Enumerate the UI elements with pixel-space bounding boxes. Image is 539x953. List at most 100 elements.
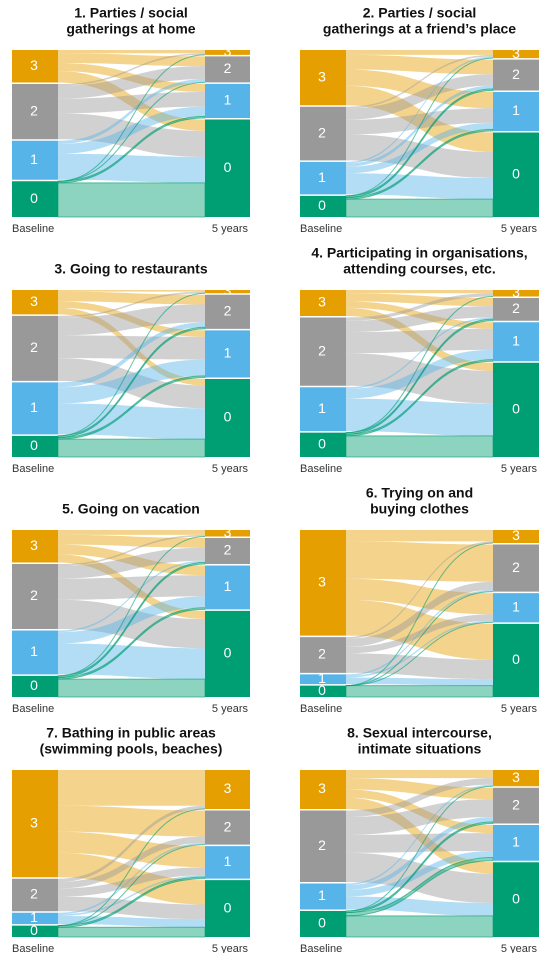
node-label: 1 bbox=[30, 399, 38, 415]
node bbox=[493, 50, 539, 59]
flow bbox=[346, 590, 493, 676]
flow bbox=[346, 108, 493, 135]
node bbox=[493, 593, 539, 623]
node bbox=[205, 770, 250, 809]
node-label: 2 bbox=[512, 796, 520, 812]
flow bbox=[346, 541, 493, 582]
x-label: 5 years bbox=[212, 943, 249, 953]
x-label: Baseline bbox=[12, 223, 54, 235]
node-label: 0 bbox=[30, 922, 38, 938]
flow bbox=[58, 599, 205, 649]
flow bbox=[57, 678, 206, 698]
node-label: 3 bbox=[224, 780, 232, 796]
flow bbox=[58, 852, 205, 905]
node-label: 1 bbox=[224, 92, 232, 108]
flow bbox=[346, 599, 493, 660]
flow bbox=[58, 875, 205, 916]
x-label: Baseline bbox=[300, 223, 342, 235]
node-label: 2 bbox=[30, 102, 38, 118]
flow bbox=[346, 770, 493, 779]
flow bbox=[346, 578, 493, 615]
node bbox=[300, 810, 346, 882]
node bbox=[205, 290, 250, 294]
node bbox=[12, 675, 58, 697]
node bbox=[300, 770, 346, 809]
node bbox=[12, 770, 58, 878]
node-label: 3 bbox=[224, 43, 232, 59]
flow bbox=[346, 349, 493, 399]
flow bbox=[57, 438, 206, 458]
node-label: 1 bbox=[318, 670, 326, 686]
node bbox=[205, 119, 250, 217]
chart-title: attending courses, etc. bbox=[343, 261, 495, 277]
flows bbox=[57, 50, 206, 218]
flow bbox=[58, 301, 205, 337]
node bbox=[300, 387, 346, 432]
flow bbox=[346, 851, 493, 897]
node-label: 3 bbox=[30, 293, 38, 309]
flow bbox=[58, 831, 205, 868]
flow bbox=[346, 778, 493, 800]
flows bbox=[57, 770, 206, 938]
node-label: 3 bbox=[318, 294, 326, 310]
flow bbox=[58, 534, 205, 566]
flow bbox=[346, 530, 493, 542]
flow bbox=[58, 836, 205, 889]
node bbox=[493, 298, 539, 321]
node-label: 3 bbox=[224, 282, 232, 298]
panel: 8. Sexual intercourse,intimate situation… bbox=[300, 725, 539, 953]
flow bbox=[346, 541, 493, 639]
node bbox=[205, 56, 250, 83]
flow bbox=[346, 852, 493, 903]
node-label: 1 bbox=[318, 169, 326, 185]
node-label: 1 bbox=[30, 643, 38, 659]
flows bbox=[345, 530, 494, 698]
flow bbox=[346, 789, 493, 834]
node bbox=[493, 92, 539, 131]
node-label: 2 bbox=[224, 542, 232, 558]
panel: 4. Participating in organisations,attend… bbox=[300, 245, 539, 475]
chart-title: 8. Sexual intercourse, bbox=[347, 725, 492, 741]
node-label: 2 bbox=[30, 886, 38, 902]
flow bbox=[58, 560, 205, 633]
chart-title: 5. Going on vacation bbox=[62, 501, 200, 517]
x-label: 5 years bbox=[501, 703, 538, 715]
chart-title: buying clothes bbox=[370, 501, 469, 517]
node bbox=[493, 59, 539, 91]
node bbox=[205, 294, 250, 329]
flow bbox=[58, 554, 205, 619]
flow bbox=[58, 304, 205, 336]
flow bbox=[58, 544, 205, 576]
x-label: 5 years bbox=[501, 463, 538, 475]
flow bbox=[346, 306, 493, 333]
node bbox=[12, 181, 58, 217]
node bbox=[205, 379, 250, 457]
node-label: 0 bbox=[512, 651, 520, 667]
node-label: 3 bbox=[318, 68, 326, 84]
x-label: 5 years bbox=[501, 943, 538, 953]
flow bbox=[58, 291, 205, 318]
node-label: 2 bbox=[224, 818, 232, 834]
x-label: Baseline bbox=[12, 463, 54, 475]
x-label: 5 years bbox=[501, 223, 538, 235]
node bbox=[12, 50, 58, 83]
flow bbox=[346, 620, 493, 678]
flow bbox=[346, 85, 493, 152]
node bbox=[300, 106, 346, 161]
node-label: 2 bbox=[512, 66, 520, 82]
node-label: 1 bbox=[512, 834, 520, 850]
flow bbox=[58, 92, 205, 114]
node bbox=[205, 610, 250, 697]
node bbox=[205, 83, 250, 118]
node bbox=[205, 530, 250, 537]
flow bbox=[346, 797, 493, 874]
flow bbox=[345, 915, 494, 938]
flow bbox=[346, 799, 493, 835]
flow bbox=[346, 74, 493, 120]
node-label: 1 bbox=[512, 332, 520, 348]
node bbox=[493, 544, 539, 592]
flow bbox=[58, 335, 205, 360]
node bbox=[300, 674, 346, 685]
flow bbox=[346, 50, 493, 55]
